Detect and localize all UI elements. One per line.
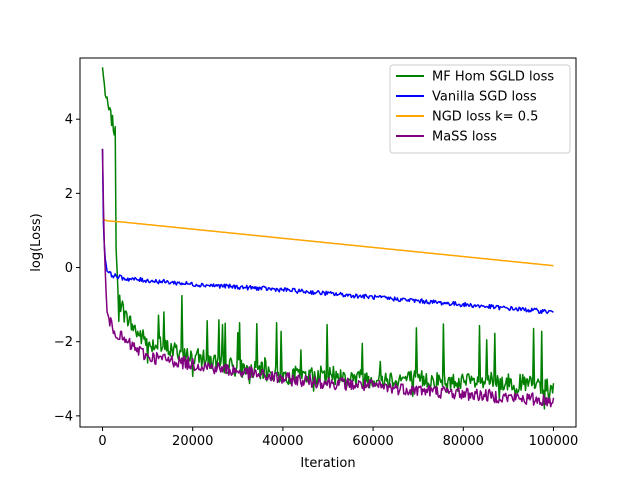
legend: MF Hom SGLD loss Vanilla SGD loss NGD loss… bbox=[389, 64, 571, 154]
x-tick-label: 100000 bbox=[529, 434, 579, 449]
x-axis-title: Iteration bbox=[300, 456, 355, 471]
y-tick-label: 0 bbox=[65, 261, 73, 276]
series-line bbox=[101, 148, 555, 408]
legend-label: Vanilla SGD loss bbox=[432, 90, 537, 105]
axes-frame bbox=[79, 57, 577, 428]
x-tick-label: 40000 bbox=[262, 434, 303, 449]
y-tick-label: −4 bbox=[54, 409, 73, 424]
x-tick-label: 80000 bbox=[443, 434, 484, 449]
legend-label: MaSS loss bbox=[432, 130, 497, 145]
y-axis-title: log(Loss) bbox=[29, 213, 44, 271]
legend-label: MF Hom SGLD loss bbox=[432, 70, 554, 85]
y-tick-label: −2 bbox=[54, 335, 73, 350]
x-tick-label: 0 bbox=[98, 434, 106, 449]
series-line bbox=[101, 148, 554, 315]
plot-lines bbox=[101, 67, 555, 410]
y-tick-label: 4 bbox=[65, 113, 73, 128]
y-tick-label: 2 bbox=[65, 187, 73, 202]
series-line bbox=[102, 218, 554, 267]
legend-box bbox=[389, 64, 571, 154]
x-tick-label: 60000 bbox=[352, 434, 393, 449]
x-tick-label: 20000 bbox=[172, 434, 213, 449]
y-axis: −4 −2 0 2 4 bbox=[54, 113, 80, 424]
x-axis: 0 20000 40000 60000 80000 100000 bbox=[98, 427, 578, 449]
legend-label: NGD loss k= 0.5 bbox=[432, 110, 538, 125]
series-line bbox=[101, 67, 555, 410]
